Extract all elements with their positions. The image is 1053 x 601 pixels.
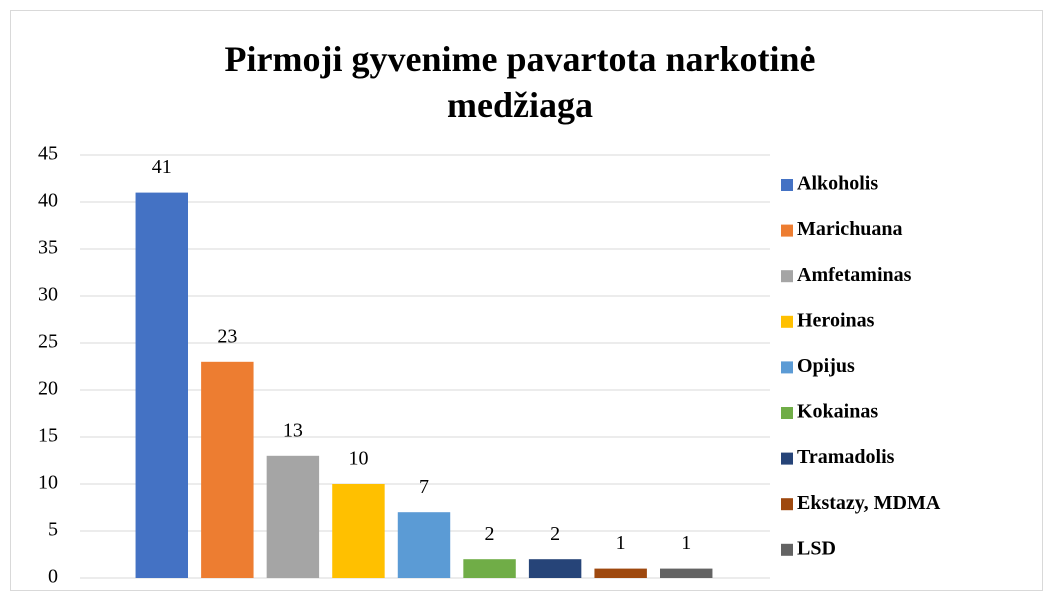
legend-label: Ekstazy, MDMA (797, 492, 941, 514)
bar (135, 192, 188, 578)
y-tick-label: 20 (38, 378, 58, 400)
value-label: 41 (152, 156, 172, 178)
y-tick-label: 35 (38, 237, 58, 259)
legend-label: Amfetaminas (797, 264, 912, 286)
bar (397, 512, 451, 578)
y-tick-label: 15 (38, 425, 58, 447)
legend-swatch (781, 224, 793, 237)
value-label: 1 (681, 532, 691, 554)
bar (463, 559, 516, 578)
value-label: 2 (485, 523, 495, 545)
legend-label: Marichuana (797, 218, 903, 240)
y-tick-label: 30 (38, 284, 58, 306)
legend-swatch (781, 361, 793, 374)
legend-swatch (781, 179, 793, 191)
y-tick-label: 45 (38, 143, 58, 165)
y-tick-label: 25 (38, 331, 58, 353)
value-label: 13 (283, 419, 303, 441)
legend-label: Tramadolis (797, 446, 895, 468)
legend-swatch (781, 315, 793, 328)
bar (528, 559, 582, 578)
bar (266, 455, 320, 578)
chart-title: Pirmoji gyvenime pavartota narkotinė med… (224, 39, 816, 125)
y-tick-label: 40 (38, 190, 58, 212)
legend-swatch (781, 452, 793, 465)
bar (332, 484, 385, 578)
bar (201, 361, 254, 578)
y-tick-label: 10 (38, 472, 58, 494)
bar (594, 568, 647, 578)
legend-swatch (781, 270, 793, 283)
y-tick-label: 5 (48, 519, 58, 541)
legend-swatch (781, 498, 793, 511)
value-label: 2 (550, 523, 560, 545)
legend-label: LSD (797, 537, 836, 559)
legend-swatch (781, 407, 793, 419)
legend-label: Kokainas (797, 401, 878, 423)
bar (660, 568, 713, 578)
legend-label: Heroinas (797, 309, 875, 331)
legend-label: Alkoholis (797, 173, 878, 195)
legend-label: Opijus (797, 355, 855, 377)
value-label: 23 (217, 325, 237, 347)
value-label: 1 (616, 532, 626, 554)
y-tick-label: 0 (48, 566, 58, 588)
legend-swatch (781, 543, 793, 556)
value-label: 10 (348, 448, 368, 470)
value-label: 7 (419, 476, 429, 498)
